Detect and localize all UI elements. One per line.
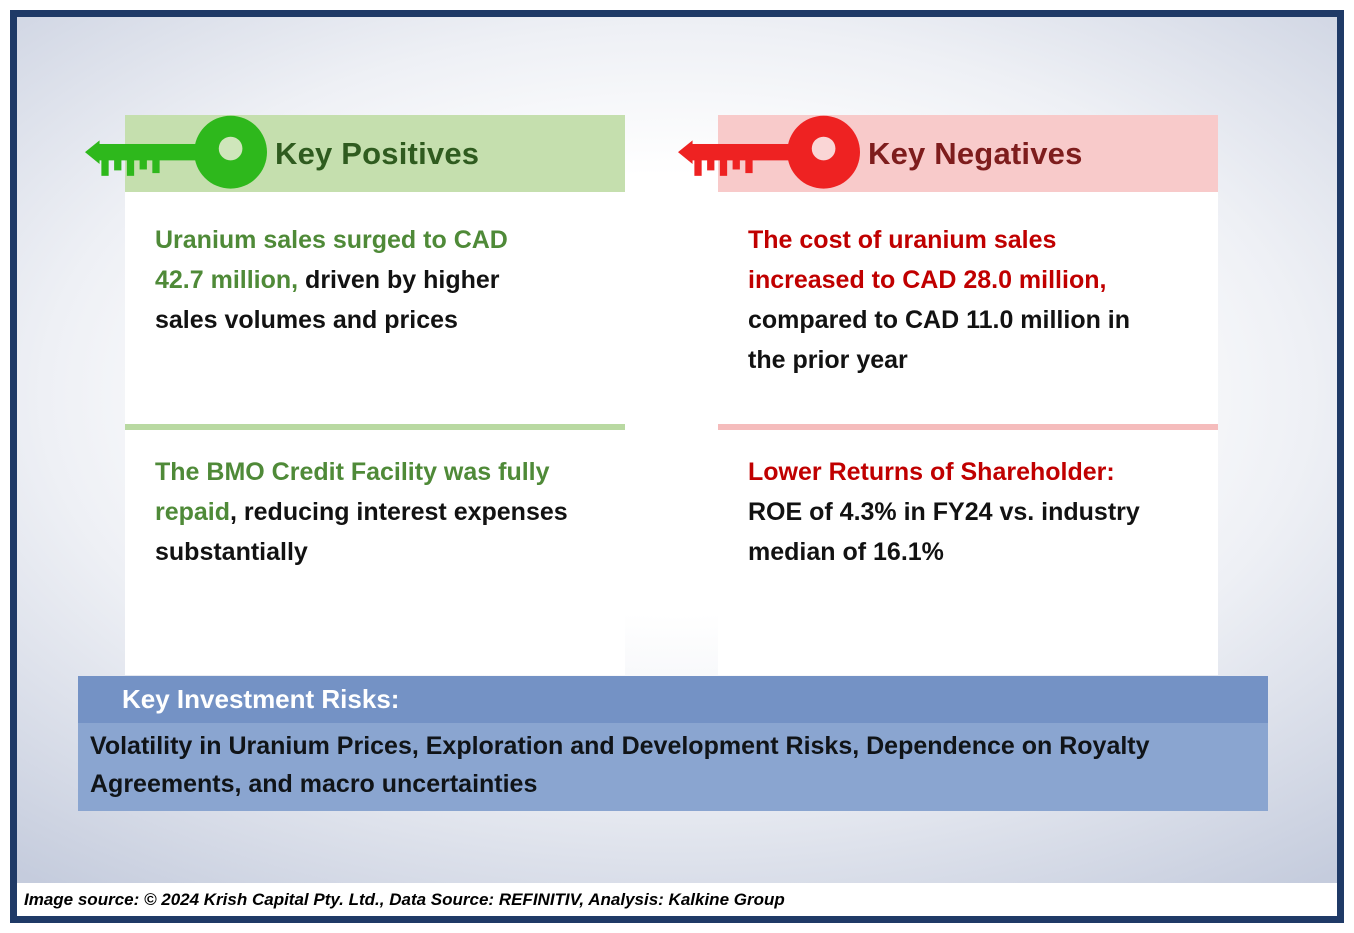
- key-negatives-title: Key Negatives: [868, 135, 1083, 171]
- source-attribution-text: Image source: © 2024 Krish Capital Pty. …: [24, 889, 785, 909]
- negative-card-1-text: The cost of uranium sales increased to C…: [748, 220, 1206, 380]
- key-investment-risks-banner: Key Investment Risks: Volatility in Uran…: [78, 676, 1268, 811]
- negative-card-1-rest: compared to CAD 11.0 million in the prio…: [748, 306, 1131, 374]
- risks-banner-body: Volatility in Uranium Prices, Exploratio…: [78, 723, 1268, 811]
- key-positives-title: Key Positives: [275, 135, 480, 171]
- key-positives-section: Key Positives Uranium sales surged to CA…: [85, 115, 625, 675]
- positive-card-2-highlight: The BMO Credit Facility was fully repaid: [155, 458, 550, 526]
- source-footer: Image source: © 2024 Krish Capital Pty. …: [17, 883, 1337, 916]
- key-negatives-header-band: Key Negatives: [678, 115, 1218, 192]
- key-negatives-section: Key Negatives The cost of uranium sales …: [678, 115, 1218, 675]
- positive-card-2-rest: , reducing interest expenses substantial…: [155, 498, 568, 566]
- positive-card-1-text: Uranium sales surged to CAD 42.7 million…: [155, 220, 613, 340]
- positive-cards-divider: [125, 424, 625, 430]
- key-icon: [85, 111, 267, 197]
- positive-card-2-text: The BMO Credit Facility was fully repaid…: [155, 452, 613, 572]
- infographic-frame: Key Positives Uranium sales surged to CA…: [10, 10, 1344, 923]
- negative-card-2: Lower Returns of Shareholder: ROE of 4.3…: [718, 430, 1218, 675]
- key-icon: [678, 111, 860, 197]
- risks-banner-heading: Key Investment Risks:: [122, 684, 400, 714]
- negative-card-2-highlight: Lower Returns of Shareholder:: [748, 458, 1115, 486]
- key-positives-header-band: Key Positives: [85, 115, 625, 192]
- negative-cards-divider: [718, 424, 1218, 430]
- positive-card-1-highlight: Uranium sales surged to CAD 42.7 million…: [155, 226, 508, 294]
- negative-card-2-rest: ROE of 4.3% in FY24 vs. industry median …: [748, 498, 1140, 566]
- risks-banner-heading-row: Key Investment Risks:: [78, 676, 1268, 723]
- negative-card-1: The cost of uranium sales increased to C…: [718, 192, 1218, 424]
- positive-card-1-rest: driven by higher sales volumes and price…: [155, 266, 500, 334]
- negative-card-2-text: Lower Returns of Shareholder: ROE of 4.3…: [748, 452, 1206, 572]
- negative-card-1-highlight: The cost of uranium sales increased to C…: [748, 226, 1107, 294]
- positive-card-1: Uranium sales surged to CAD 42.7 million…: [125, 192, 625, 424]
- positive-card-2: The BMO Credit Facility was fully repaid…: [125, 430, 625, 675]
